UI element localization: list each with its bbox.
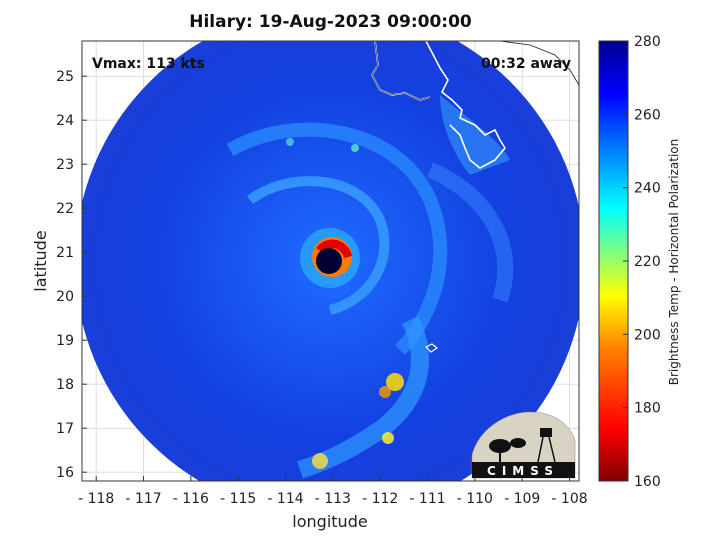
rainband-east xyxy=(426,162,514,303)
island-outline xyxy=(424,343,439,353)
hurricane-eye xyxy=(316,248,342,274)
convective-cell xyxy=(351,144,359,152)
y-tick-label: 19 xyxy=(56,333,74,349)
colorbar-label: Brightness Temp - Horizontal Polarizatio… xyxy=(667,139,681,386)
colorbar-tick-label: 280 xyxy=(634,34,661,50)
colorbar-tick-label: 160 xyxy=(634,474,661,490)
coastline-mainland-2 xyxy=(499,41,579,86)
x-tick-label: - 116 xyxy=(173,491,209,507)
convective-cell xyxy=(382,432,394,444)
y-axis-label: latitude xyxy=(31,230,50,291)
x-tick-label: - 111 xyxy=(409,491,445,507)
y-tick-label: 23 xyxy=(56,157,74,173)
y-tick-label: 25 xyxy=(56,69,74,85)
x-axis-label: longitude xyxy=(292,512,367,531)
x-tick-label: - 112 xyxy=(362,491,398,507)
x-tick-label: - 109 xyxy=(504,491,540,507)
microwave-swath xyxy=(82,41,579,481)
convective-cell xyxy=(312,453,328,469)
x-tick-label: - 114 xyxy=(267,491,303,507)
convective-cell xyxy=(286,138,294,146)
eyewall-hot xyxy=(316,239,352,258)
y-axis-ticks: 16 17 18 19 20 21 22 23 24 25 xyxy=(56,69,87,481)
y-tick-label: 20 xyxy=(56,289,74,305)
x-tick-label: - 110 xyxy=(457,491,493,507)
y-tick-label: 21 xyxy=(56,245,74,261)
colorbar-tick-label: 240 xyxy=(634,181,661,197)
y-tick-label: 24 xyxy=(56,113,74,129)
cimss-logo-text: CIMSS xyxy=(487,464,559,478)
y-tick-label: 22 xyxy=(56,201,74,217)
colorbar-tick-label: 220 xyxy=(634,254,661,270)
y-tick-label: 17 xyxy=(56,421,74,437)
x-axis-ticks: - 118 - 117 - 116 - 115 - 114 - 113 - 112 - 111… xyxy=(78,476,588,507)
colorbar-ticks: 160 180 200 220 240 260 280 xyxy=(623,34,661,490)
y-tick-label: 16 xyxy=(56,465,74,481)
plot-frame xyxy=(81,40,580,482)
convective-cell xyxy=(379,386,391,398)
coastal-highlight xyxy=(440,95,510,175)
y-tick-label: 18 xyxy=(56,377,74,393)
cimss-logo: CIMSS xyxy=(471,411,576,479)
x-tick-label: - 118 xyxy=(78,491,114,507)
chart-title: Hilary: 19-Aug-2023 09:00:00 xyxy=(189,12,472,32)
convective-cell xyxy=(386,373,404,391)
colorbar-tick-label: 200 xyxy=(634,327,661,343)
vmax-annotation: Vmax: 113 kts xyxy=(92,56,205,72)
coastline-mainland xyxy=(425,41,506,169)
colorbar-tick-label: 180 xyxy=(634,401,661,417)
x-tick-label: - 113 xyxy=(315,491,351,507)
colorbar-tick-label: 260 xyxy=(634,107,661,123)
x-tick-label: - 117 xyxy=(125,491,161,507)
rainband-outer xyxy=(226,122,448,355)
x-tick-label: - 108 xyxy=(551,491,587,507)
coastline-baja-shadow xyxy=(371,41,431,101)
time-away-annotation: 00:32 away xyxy=(481,56,571,72)
rainband-inner xyxy=(247,176,390,315)
x-tick-label: - 115 xyxy=(220,491,256,507)
